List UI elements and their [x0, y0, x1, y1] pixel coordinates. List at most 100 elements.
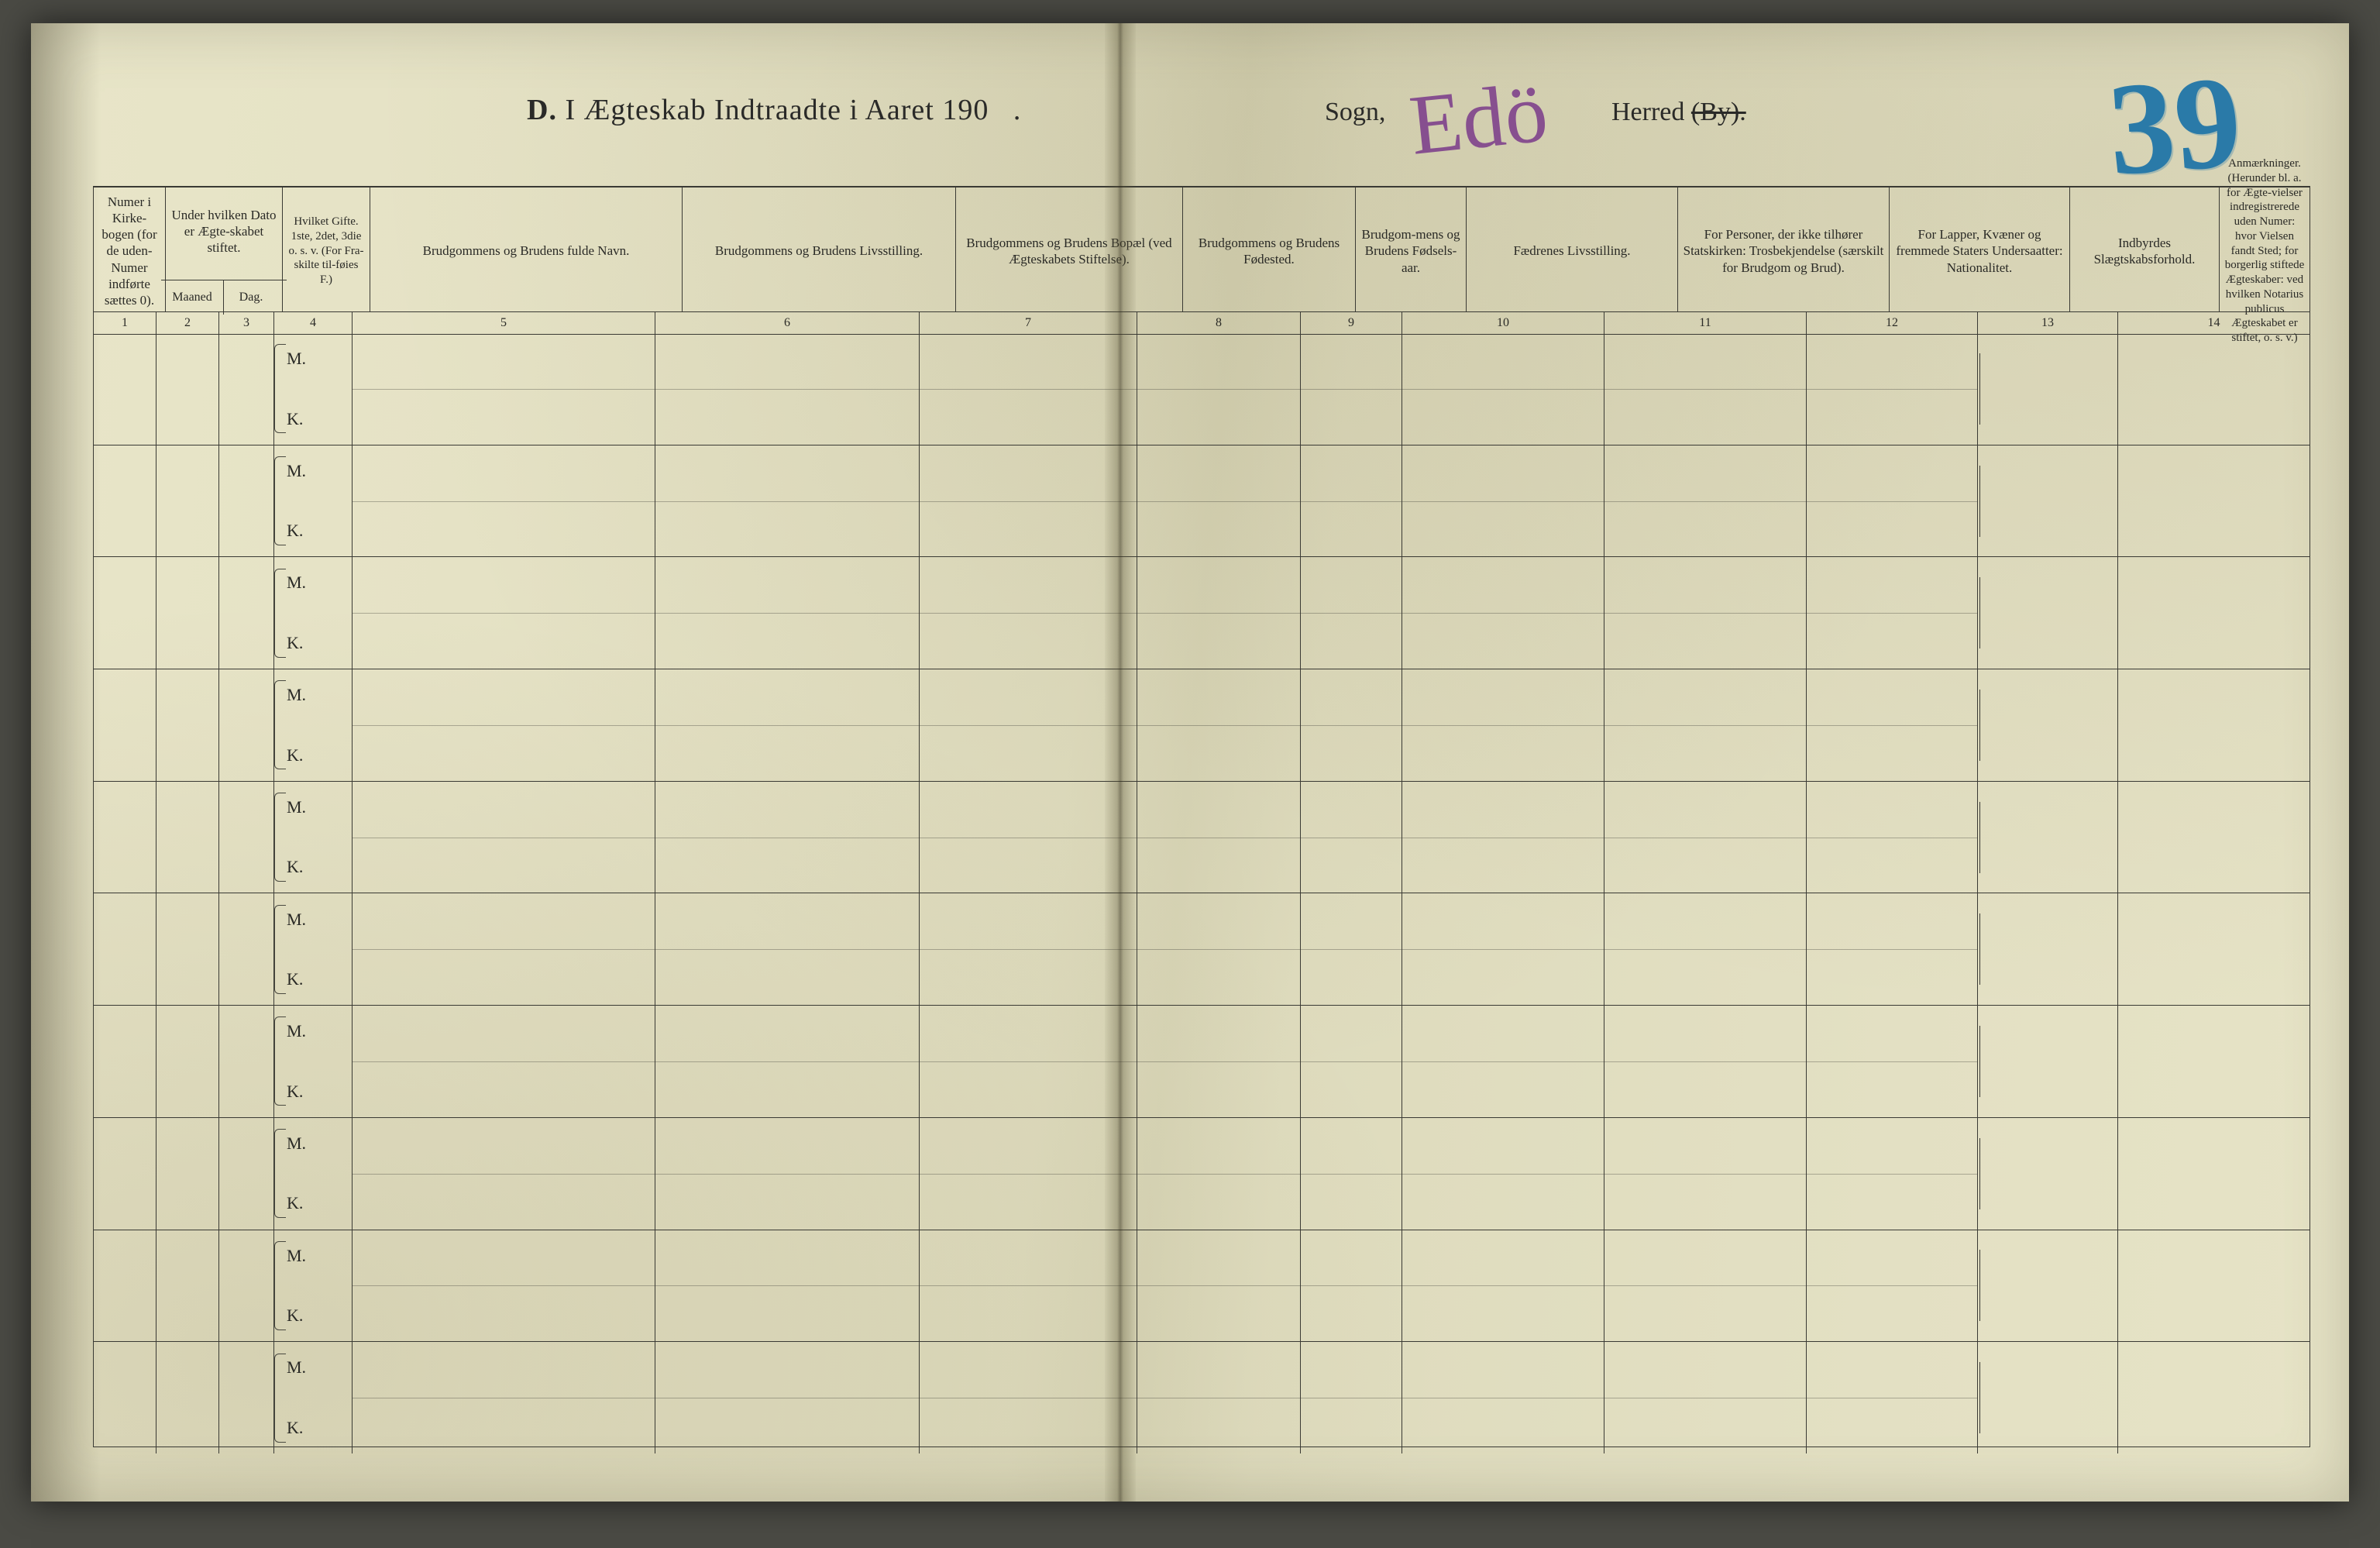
col-header-11: For Personer, der ikke tilhører Statskir… — [1678, 187, 1890, 311]
colnum-3: 3 — [219, 312, 274, 334]
table-cell — [2118, 557, 2309, 669]
row-marker-m: M. — [287, 685, 306, 705]
col-header-13: Indbyrdes Slægtskabsforhold. — [2070, 187, 2220, 311]
col-header-6: Brudgommens og Brudens Livsstilling. — [683, 187, 956, 311]
table-cell — [1137, 557, 1301, 669]
colnum-12: 12 — [1807, 312, 1978, 334]
table-cell — [353, 1006, 655, 1117]
table-cell — [353, 782, 655, 893]
row-midline — [1807, 1285, 1977, 1286]
row-marker-k: K. — [287, 1305, 303, 1326]
table-cell — [219, 669, 274, 781]
table-cell — [219, 1230, 274, 1342]
mk-bracket — [274, 1354, 286, 1443]
table-cell — [94, 1230, 156, 1342]
row-marker-k: K. — [287, 1082, 303, 1102]
row-midline — [1807, 949, 1977, 950]
colnum-7: 7 — [920, 312, 1137, 334]
table-cell — [1402, 893, 1604, 1005]
table-cell — [94, 1342, 156, 1453]
row-midline — [1301, 501, 1402, 502]
row-midline — [1301, 613, 1402, 614]
table-row: M.K. — [94, 1230, 2309, 1343]
row-midline — [1402, 949, 1604, 950]
table-cell — [1807, 893, 1978, 1005]
col13-tick — [1979, 353, 1980, 425]
table-cell — [1978, 1006, 2118, 1117]
col13-tick — [1979, 1138, 1980, 1209]
table-cell — [353, 1342, 655, 1453]
row-midline — [1807, 1061, 1977, 1062]
table-cell — [219, 445, 274, 557]
row-midline — [655, 1285, 919, 1286]
table-cell — [1137, 782, 1301, 893]
table-cell — [1402, 1342, 1604, 1453]
row-midline — [1301, 1285, 1402, 1286]
table-cell — [1978, 333, 2118, 445]
col13-tick — [1979, 690, 1980, 761]
row-marker-k: K. — [287, 521, 303, 541]
table-cell — [2118, 893, 2309, 1005]
table-header-row: Numer i Kirke-bogen (for de uden-Numer i… — [94, 187, 2309, 312]
table-cell: M.K. — [274, 333, 353, 445]
table-cell — [1137, 893, 1301, 1005]
table-cell — [1807, 1230, 1978, 1342]
table-cell — [2118, 782, 2309, 893]
col-header-9: Brudgom-mens og Brudens Fødsels-aar. — [1356, 187, 1467, 311]
colnum-6: 6 — [655, 312, 920, 334]
table-cell — [156, 557, 219, 669]
table-cell — [1604, 333, 1807, 445]
table-cell — [655, 445, 920, 557]
register-table: Numer i Kirke-bogen (for de uden-Numer i… — [93, 186, 2310, 1447]
row-marker-k: K. — [287, 1418, 303, 1438]
row-midline — [1402, 1061, 1604, 1062]
row-midline — [353, 949, 655, 950]
table-cell — [2118, 1230, 2309, 1342]
row-marker-m: M. — [287, 573, 306, 593]
table-cell — [1137, 1230, 1301, 1342]
table-cell: M.K. — [274, 1118, 353, 1230]
table-cell — [655, 893, 920, 1005]
row-midline — [353, 725, 655, 726]
table-cell — [1301, 893, 1402, 1005]
table-cell — [1604, 1230, 1807, 1342]
table-cell — [1301, 1230, 1402, 1342]
col-header-2-3: Under hvilken Dato er Ægte-skabet stifte… — [166, 187, 283, 311]
col-header-14: Anmærkninger. (Herunder bl. a. for Ægte-… — [2220, 187, 2309, 311]
table-cell — [353, 1230, 655, 1342]
table-cell — [655, 1342, 920, 1453]
row-midline — [1137, 613, 1300, 614]
table-cell: M.K. — [274, 445, 353, 557]
row-marker-m: M. — [287, 797, 306, 817]
row-marker-k: K. — [287, 745, 303, 765]
table-cell — [156, 782, 219, 893]
sogn-label: Sogn, — [1325, 98, 1385, 127]
mk-bracket — [274, 680, 286, 769]
title-year-blank: . — [997, 94, 1022, 126]
table-cell — [219, 1006, 274, 1117]
row-midline — [353, 389, 655, 390]
row-marker-m: M. — [287, 1021, 306, 1041]
table-cell — [1978, 782, 2118, 893]
table-cell — [1301, 445, 1402, 557]
row-midline — [655, 501, 919, 502]
col-header-5: Brudgommens og Brudens fulde Navn. — [370, 187, 683, 311]
colnum-11: 11 — [1604, 312, 1807, 334]
row-midline — [1604, 725, 1806, 726]
row-midline — [1604, 1285, 1806, 1286]
table-cell — [655, 1118, 920, 1230]
mk-bracket — [274, 344, 286, 433]
colnum-8: 8 — [1137, 312, 1301, 334]
col-header-4: Hvilket Gifte. 1ste, 2det, 3die o. s. v.… — [283, 187, 370, 311]
table-cell — [94, 333, 156, 445]
table-cell — [1807, 1342, 1978, 1453]
table-cell — [353, 557, 655, 669]
col13-tick — [1979, 466, 1980, 537]
table-cell — [1402, 1230, 1604, 1342]
row-midline — [1402, 1174, 1604, 1175]
table-cell — [219, 782, 274, 893]
table-cell — [156, 1006, 219, 1117]
row-marker-m: M. — [287, 1133, 306, 1154]
row-midline — [655, 725, 919, 726]
colnum-10: 10 — [1402, 312, 1604, 334]
